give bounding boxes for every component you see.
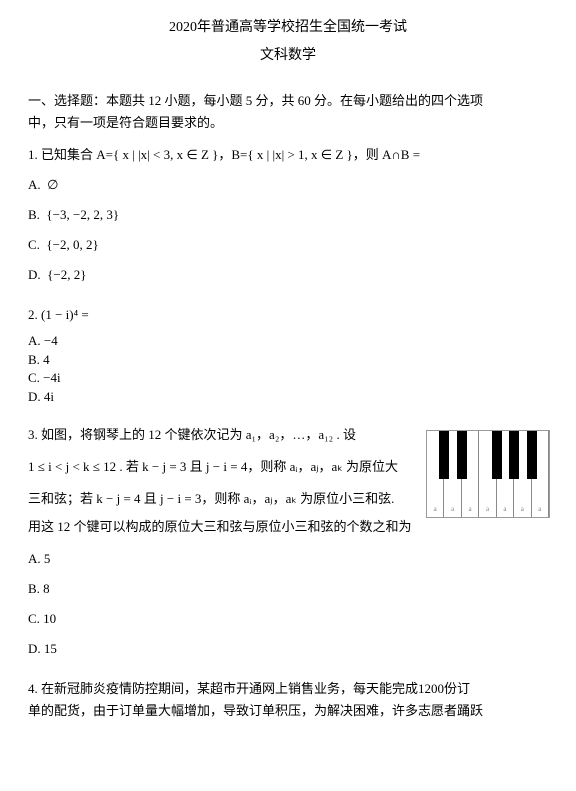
question-1: 1. 已知集合 A={ x | |x| < 3, x ∈ Z }，B={ x |… xyxy=(28,144,548,166)
piano-key-label: a xyxy=(514,504,530,516)
piano-black-key xyxy=(509,431,519,479)
q1-optA-label: A. xyxy=(28,177,41,192)
q2-optB: B. 4 xyxy=(28,351,548,369)
q1-setA: { x | |x| < 3, x ∈ Z } xyxy=(113,147,218,162)
q3-optA: A. 5 xyxy=(28,548,548,570)
q1-setB: { x | |x| > 1, x ∈ Z } xyxy=(247,147,352,162)
piano-black-key xyxy=(439,431,449,479)
q1-optB-val: {−3, −2, 2, 3} xyxy=(46,207,119,222)
q3-optB: B. 8 xyxy=(28,578,548,600)
q3-optD: D. 15 xyxy=(28,638,548,660)
piano-key-label: a xyxy=(497,504,513,516)
q3-line4: 用这 12 个键可以构成的原位大三和弦与原位小三和弦的个数之和为 xyxy=(28,516,548,538)
piano-black-key xyxy=(492,431,502,479)
q4-line2: 单的配货，由于订单量大幅增加，导致订单积压，为解决困难，许多志愿者踊跃 xyxy=(28,700,548,722)
q1-post: ，则 A∩B = xyxy=(353,147,420,162)
piano-key-label: a xyxy=(479,504,495,516)
piano-key-label: a xyxy=(462,504,478,516)
piano-black-key xyxy=(457,431,467,479)
q1-optB-label: B. xyxy=(28,207,40,222)
q3-optC: C. 10 xyxy=(28,608,548,630)
q1-optC-val: {−2, 0, 2} xyxy=(46,237,98,252)
piano-black-key xyxy=(527,431,537,479)
q4-line1: 4. 在新冠肺炎疫情防控期间，某超市开通网上销售业务，每天能完成1200份订 xyxy=(28,678,548,700)
piano-key-label: a xyxy=(444,504,460,516)
piano-key-label: a xyxy=(532,504,548,516)
question-4: 4. 在新冠肺炎疫情防控期间，某超市开通网上销售业务，每天能完成1200份订 单… xyxy=(28,678,548,722)
question-3: aaaaaaa 3. 如图，将钢琴上的 12 个键依次记为 a₁，a₂，…，a₁… xyxy=(28,424,548,538)
exam-title-line1: 2020年普通高等学校招生全国统一考试 xyxy=(28,16,548,40)
piano-figure: aaaaaaa xyxy=(426,430,548,518)
q1-optD-val: {−2, 2} xyxy=(47,267,86,282)
question-2-stem: 2. (1 − i)⁴ = xyxy=(28,304,548,326)
q2-optD: D. 4i xyxy=(28,388,548,406)
q1-mid: ，B= xyxy=(218,147,247,162)
q1-optC-label: C. xyxy=(28,237,40,252)
piano-key-label: a xyxy=(427,504,443,516)
q1-optA-val: ∅ xyxy=(47,177,58,192)
q1-stem-pre: 1. 已知集合 A= xyxy=(28,147,113,162)
exam-title-line2: 文科数学 xyxy=(28,44,548,68)
section1-intro-line2: 中，只有一项是符合题目要求的。 xyxy=(28,112,548,134)
q1-optD-label: D. xyxy=(28,267,41,282)
q2-optA: A. −4 xyxy=(28,332,548,350)
q2-optC: C. −4i xyxy=(28,369,548,387)
section1-intro-line1: 一、选择题：本题共 12 小题，每小题 5 分，共 60 分。在每小题给出的四个… xyxy=(28,90,548,112)
